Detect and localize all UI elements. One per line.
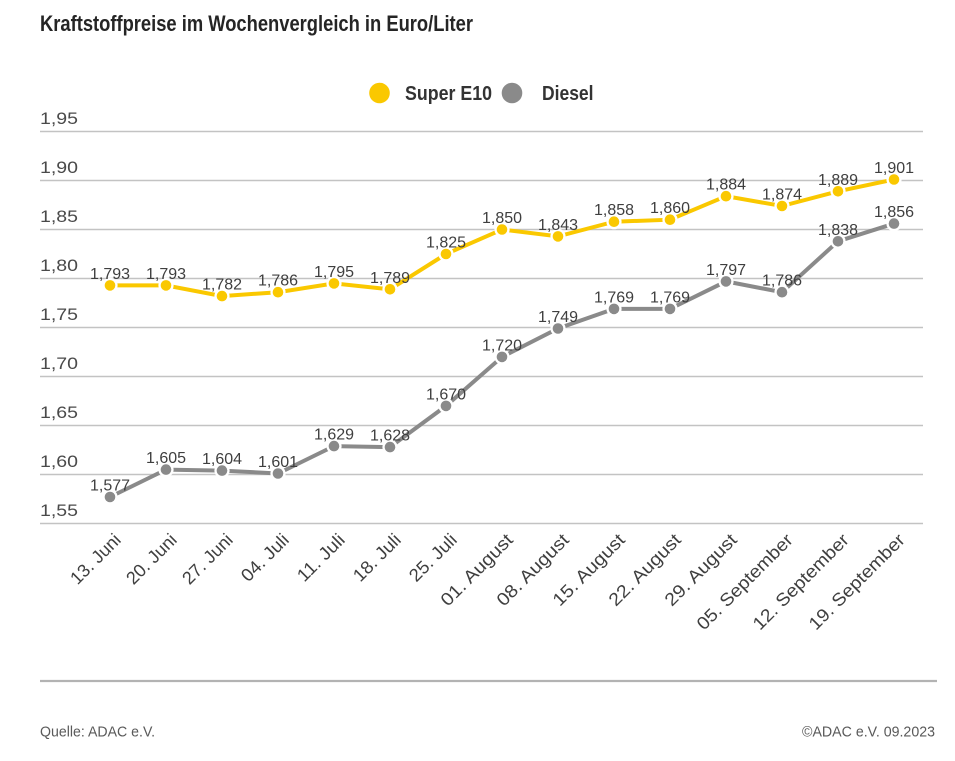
- svg-text:1,65: 1,65: [40, 404, 78, 422]
- svg-text:1,577: 1,577: [90, 478, 130, 495]
- svg-text:1,629: 1,629: [314, 427, 354, 444]
- svg-text:1,90: 1,90: [40, 159, 78, 177]
- svg-text:1,782: 1,782: [202, 277, 242, 294]
- svg-text:1,786: 1,786: [258, 273, 298, 290]
- svg-text:1,55: 1,55: [40, 502, 78, 520]
- svg-text:1,789: 1,789: [370, 270, 410, 287]
- svg-text:Diesel: Diesel: [542, 83, 594, 105]
- svg-text:1,769: 1,769: [594, 289, 634, 306]
- svg-text:1,95: 1,95: [40, 110, 78, 128]
- svg-text:1,838: 1,838: [818, 222, 858, 239]
- svg-text:1,628: 1,628: [370, 428, 410, 445]
- svg-text:1,786: 1,786: [762, 273, 802, 290]
- svg-text:1,670: 1,670: [426, 386, 466, 403]
- svg-text:1,720: 1,720: [482, 337, 522, 354]
- svg-text:1,60: 1,60: [40, 453, 78, 471]
- svg-text:1,797: 1,797: [706, 262, 746, 279]
- svg-text:1,769: 1,769: [650, 289, 690, 306]
- svg-text:1,749: 1,749: [538, 309, 578, 326]
- svg-text:1,884: 1,884: [706, 177, 746, 194]
- svg-text:1,874: 1,874: [762, 187, 802, 204]
- svg-text:1,793: 1,793: [146, 266, 186, 283]
- svg-text:Super E10: Super E10: [405, 83, 492, 105]
- svg-text:1,70: 1,70: [40, 355, 78, 373]
- svg-text:1,860: 1,860: [650, 200, 690, 217]
- svg-text:1,858: 1,858: [594, 202, 634, 219]
- svg-text:1,793: 1,793: [90, 266, 130, 283]
- svg-text:1,856: 1,856: [874, 204, 914, 221]
- svg-text:1,825: 1,825: [426, 235, 466, 252]
- svg-text:1,85: 1,85: [40, 208, 78, 226]
- svg-text:Kraftstoffpreise im Wochenverg: Kraftstoffpreise im Wochenvergleich in E…: [40, 11, 473, 36]
- svg-text:1,80: 1,80: [40, 257, 78, 275]
- svg-text:1,889: 1,889: [818, 172, 858, 189]
- svg-text:1,901: 1,901: [874, 160, 914, 177]
- svg-text:1,605: 1,605: [146, 450, 186, 467]
- svg-text:©ADAC e.V. 09.2023: ©ADAC e.V. 09.2023: [802, 724, 935, 741]
- svg-text:1,850: 1,850: [482, 210, 522, 227]
- svg-text:1,795: 1,795: [314, 264, 354, 281]
- svg-text:1,75: 1,75: [40, 306, 78, 324]
- svg-text:1,604: 1,604: [202, 451, 242, 468]
- svg-text:Quelle: ADAC e.V.: Quelle: ADAC e.V.: [40, 724, 155, 741]
- svg-text:1,601: 1,601: [258, 454, 298, 471]
- svg-text:1,843: 1,843: [538, 217, 578, 234]
